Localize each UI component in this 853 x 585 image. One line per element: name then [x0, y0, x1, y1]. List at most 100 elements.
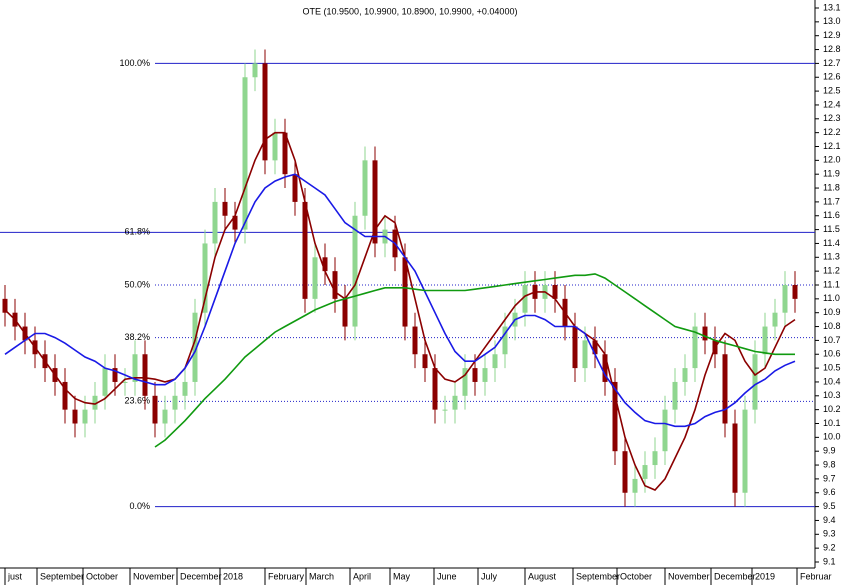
y-tick-label: 11.2 — [823, 266, 840, 276]
candle-body — [492, 354, 498, 369]
candle-body — [232, 215, 238, 230]
candle-body — [462, 368, 468, 396]
candle-body — [132, 354, 138, 382]
y-tick-label: 9.9 — [823, 446, 836, 456]
y-tick-label: 10.2 — [823, 404, 841, 414]
candle-body — [142, 354, 148, 396]
candle-body — [722, 354, 728, 424]
candle-body — [362, 160, 368, 216]
candle-body — [82, 409, 88, 424]
candle-body — [152, 395, 158, 424]
y-tick-label: 12.4 — [823, 99, 841, 109]
y-tick-label: 9.4 — [823, 515, 836, 525]
y-tick-label: 12.5 — [823, 85, 841, 95]
candle-body — [602, 354, 608, 382]
candle-body — [2, 298, 8, 313]
y-tick-label: 10.1 — [823, 418, 841, 428]
candle-body — [642, 465, 648, 479]
candle-body — [792, 285, 798, 299]
x-tick-label: April — [353, 571, 371, 581]
candle-body — [222, 201, 228, 216]
fib-label: 23.6% — [124, 396, 150, 406]
candle-body — [102, 368, 108, 396]
candle-body — [242, 77, 248, 230]
candle-body — [772, 312, 778, 327]
y-tick-label: 10.3 — [823, 390, 841, 400]
x-tick-label: February — [268, 571, 305, 581]
y-tick-label: 10.6 — [823, 349, 841, 359]
candle-body — [72, 409, 78, 424]
y-tick-label: 9.2 — [823, 543, 836, 553]
moving-average — [4, 173, 796, 428]
candle-body — [182, 381, 188, 396]
candle-body — [192, 312, 198, 382]
y-tick-label: 12.8 — [823, 44, 841, 54]
x-tick-label: October — [86, 571, 118, 581]
fib-label: 0.0% — [129, 501, 150, 511]
candle-body — [552, 285, 558, 299]
y-tick-label: 11.9 — [823, 169, 840, 179]
candle-body — [282, 132, 288, 175]
candle-body — [122, 381, 128, 383]
candle-body — [472, 368, 478, 382]
x-tick-label: November — [668, 571, 710, 581]
y-tick-label: 9.5 — [823, 501, 836, 511]
y-tick-label: 9.3 — [823, 529, 836, 539]
x-tick-label: November — [133, 571, 175, 581]
y-tick-label: 10.4 — [823, 376, 841, 386]
candle-body — [402, 257, 408, 327]
y-tick-label: 12.9 — [823, 30, 841, 40]
candle-body — [522, 285, 528, 313]
candle-body — [572, 326, 578, 369]
x-tick-label: August — [528, 571, 557, 581]
candle-body — [652, 451, 658, 466]
candle-body — [432, 368, 438, 410]
y-tick-label: 13.0 — [823, 16, 841, 26]
x-tick-label: 2018 — [223, 571, 243, 581]
candle-body — [752, 354, 758, 410]
y-tick-label: 12.2 — [823, 127, 841, 137]
candle-body — [292, 174, 298, 202]
candle-body — [352, 215, 358, 327]
x-tick-label: October — [620, 571, 652, 581]
candle-body — [212, 201, 218, 244]
candle-body — [262, 63, 268, 161]
y-tick-label: 9.8 — [823, 459, 836, 469]
candle-body — [672, 381, 678, 410]
y-tick-label: 12.7 — [823, 58, 841, 68]
x-tick-label: September — [40, 571, 84, 581]
candle-body — [272, 132, 278, 161]
candle-body — [762, 326, 768, 355]
fib-label: 50.0% — [124, 279, 150, 289]
chart-title: OTE (10.9500, 10.9900, 10.8900, 10.9900,… — [303, 6, 518, 16]
candle-body — [342, 298, 348, 327]
y-tick-label: 12.6 — [823, 72, 841, 82]
candle-body — [422, 354, 428, 369]
candle-body — [702, 326, 708, 341]
fib-label: 61.8% — [124, 227, 150, 237]
y-tick-label: 13.1 — [823, 2, 841, 12]
y-tick-label: 10.0 — [823, 432, 841, 442]
candle-body — [302, 201, 308, 299]
candle-body — [452, 395, 458, 410]
x-tick-label: 2019 — [755, 571, 775, 581]
candle-body — [112, 368, 118, 382]
candle-body — [682, 368, 688, 382]
candle-body — [632, 478, 638, 493]
x-tick-label: September — [576, 571, 620, 581]
candle-body — [442, 409, 448, 411]
candle-body — [592, 340, 598, 355]
x-tick-label: December — [714, 571, 756, 581]
y-tick-label: 11.5 — [823, 224, 840, 234]
x-tick-label: May — [393, 571, 411, 581]
candle-body — [332, 271, 338, 299]
y-tick-label: 10.5 — [823, 362, 841, 372]
y-tick-label: 12.3 — [823, 113, 841, 123]
moving-average — [4, 131, 796, 491]
candle-body — [312, 257, 318, 299]
y-tick-label: 11.4 — [823, 238, 840, 248]
y-tick-label: 9.7 — [823, 473, 836, 483]
y-tick-label: 9.6 — [823, 487, 836, 497]
candle-body — [692, 326, 698, 369]
